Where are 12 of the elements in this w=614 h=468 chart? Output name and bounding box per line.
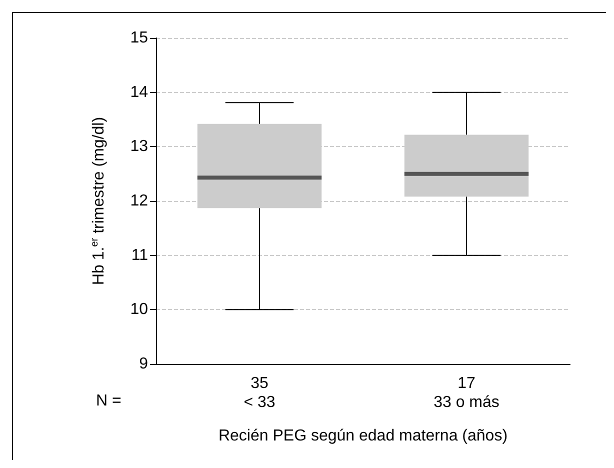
y-tick-label: 9 <box>139 356 148 372</box>
x-tick-label: 17 33 o más <box>434 375 500 411</box>
y-tick-label: 15 <box>130 30 148 46</box>
text: N = <box>96 392 122 410</box>
y-tick-label: 11 <box>131 246 148 264</box>
y-tick-label: 14 <box>130 84 148 101</box>
y-tick-label: 12 <box>130 192 148 210</box>
y-axis-title: Hb 1.er trimestre (mg/dl) <box>90 116 108 286</box>
x-tick-label: 35 < 33 <box>244 375 276 411</box>
x-axis-title: Recién PEG según edad materna (años) <box>218 428 508 444</box>
y-tick-label: 10 <box>130 301 148 318</box>
y-tick-label: 13 <box>130 138 148 156</box>
